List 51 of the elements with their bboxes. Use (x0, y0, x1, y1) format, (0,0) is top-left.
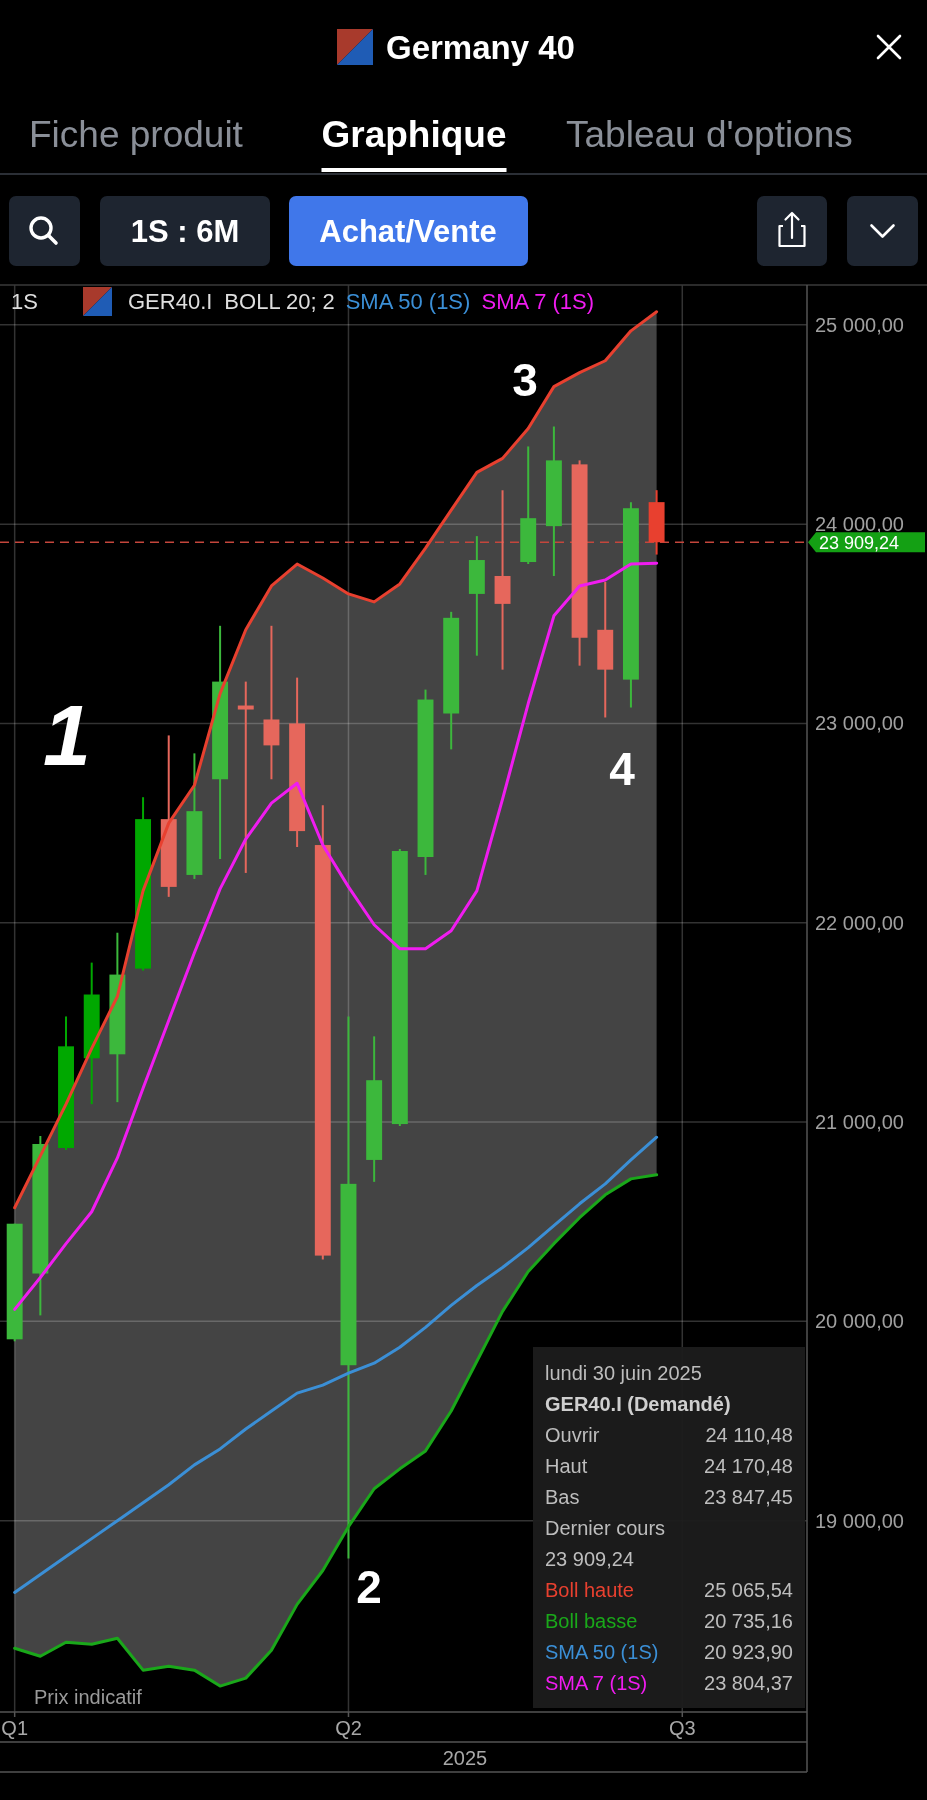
y-tick-label: 19 000,00 (815, 1509, 904, 1532)
annotation: 23 909,24 (545, 1547, 634, 1570)
annotation: 20 735,16 (704, 1609, 793, 1632)
annotation: Dernier cours (545, 1516, 666, 1539)
x-tick-label: Q2 (335, 1717, 362, 1739)
annotation: 1S (11, 288, 38, 314)
annotation: GER40.I (128, 288, 213, 314)
line-series (13, 561, 659, 1311)
annotation: SMA 7 (1S) (481, 288, 595, 314)
annotation: SMA 50 (1S) (345, 288, 471, 314)
text: Achat/Vente (319, 213, 497, 249)
annotation: Haut (545, 1454, 588, 1477)
annotation: 23 847,45 (704, 1485, 793, 1508)
dropdown-button[interactable] (847, 196, 918, 266)
text: Graphique (321, 113, 507, 155)
annotation: Bas (545, 1485, 580, 1508)
y-tick-label: 23 000,00 (815, 712, 904, 735)
y-tick-label: 21 000,00 (815, 1111, 904, 1134)
annotation: BOLL 20; 2 (224, 288, 335, 314)
y-tick-label: 25 000,00 (815, 313, 904, 336)
share-button[interactable] (757, 196, 827, 266)
annotation: 1 (43, 687, 91, 783)
annotation: 3 (512, 354, 538, 406)
annotation: 24 170,48 (704, 1454, 793, 1477)
period-button[interactable] (100, 196, 270, 266)
text: 1S : 6M (130, 213, 240, 249)
annotation: 4 (609, 743, 636, 795)
annotation: 25 065,54 (704, 1578, 793, 1601)
x-tick-label: Q3 (668, 1717, 696, 1739)
annotation: GER40.I (Demandé) (545, 1392, 731, 1415)
text: Tableau d'options (566, 113, 853, 155)
x-axis-title: 2025 (442, 1747, 488, 1769)
annotation: Ouvrir (545, 1423, 600, 1446)
annotation: 20 923,90 (704, 1640, 793, 1663)
annotation: lundi 30 juin 2025 (545, 1361, 702, 1384)
text: SMA 50 (1S) (545, 1640, 659, 1663)
chart-title: Germany 40 (386, 28, 575, 66)
text: Boll basse (545, 1609, 638, 1632)
candlestick (237, 680, 254, 874)
y-tick-label: 20 000,00 (815, 1310, 904, 1333)
y-tick-label: 22 000,00 (815, 911, 904, 934)
annotation: 24 110,48 (705, 1423, 793, 1446)
text: Boll haute (545, 1578, 634, 1601)
annotation: Prix indicatif (34, 1686, 143, 1708)
annotation: 2 (356, 1561, 382, 1613)
annotation: 23 804,37 (704, 1671, 793, 1694)
buy-sell-button[interactable] (289, 196, 528, 266)
search-button[interactable] (9, 196, 80, 266)
text: SMA 7 (1S) (545, 1671, 648, 1694)
text: Fiche produit (29, 113, 244, 155)
x-tick-label: Q1 (1, 1717, 29, 1739)
